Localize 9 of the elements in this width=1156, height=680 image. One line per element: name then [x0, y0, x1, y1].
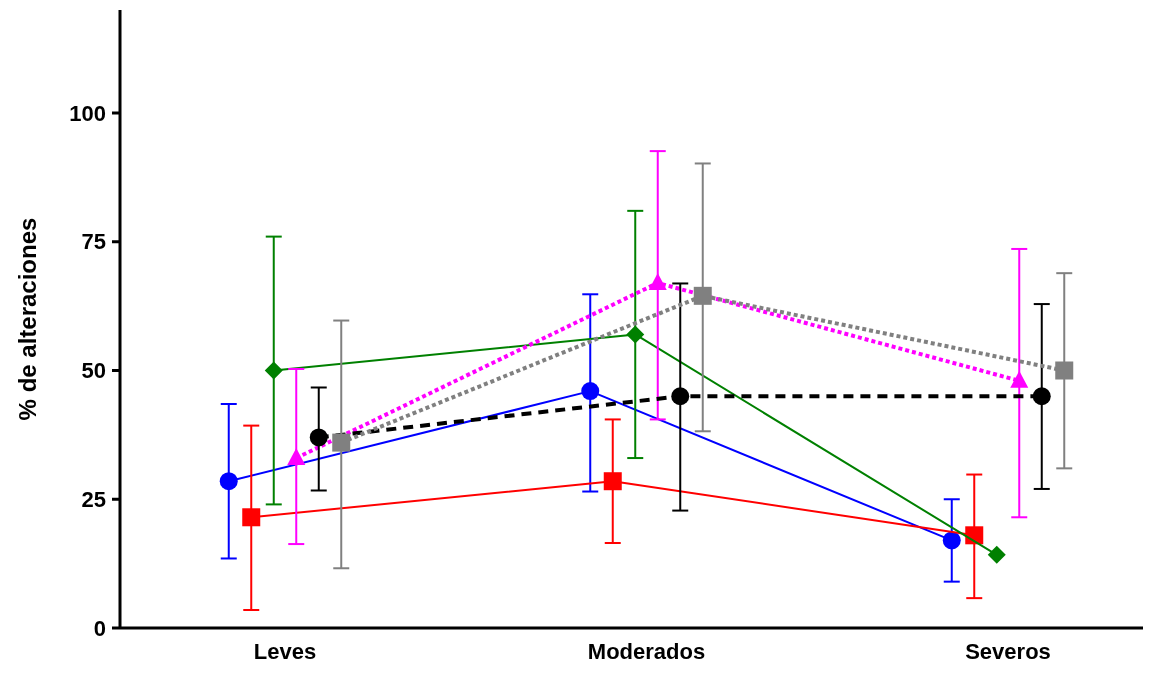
y-tick-label: 0 [93, 615, 106, 641]
y-tick-label: 75 [81, 229, 106, 255]
y-tick-label: 50 [81, 358, 106, 384]
x-tick-label: Severos [965, 639, 1051, 664]
x-tick-label: Leves [253, 639, 317, 664]
y-tick-label: 100 [69, 100, 106, 126]
y-tick-label: 25 [81, 486, 106, 512]
y-axis-title: % de alteraciones [14, 217, 41, 421]
x-tick-label: Moderados [587, 639, 706, 664]
